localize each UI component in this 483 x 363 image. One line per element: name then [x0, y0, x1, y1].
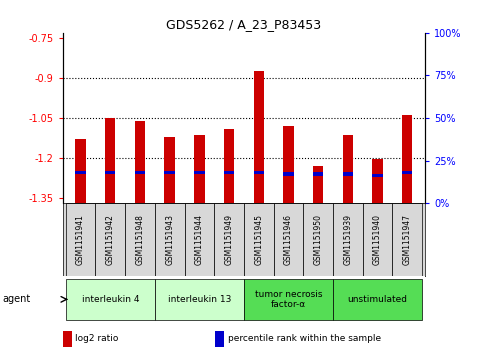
Bar: [135, 121, 145, 203]
Bar: [165, 137, 175, 203]
Text: GSM1151949: GSM1151949: [225, 215, 234, 265]
Text: GSM1151943: GSM1151943: [165, 215, 174, 265]
Bar: [214, 203, 244, 277]
Bar: [372, 159, 383, 203]
Bar: [244, 203, 273, 277]
Bar: [155, 203, 185, 277]
Bar: [66, 279, 155, 320]
Bar: [254, 171, 264, 174]
Bar: [254, 72, 264, 203]
Bar: [224, 129, 234, 203]
Text: GSM1151942: GSM1151942: [106, 215, 115, 265]
Text: GSM1151944: GSM1151944: [195, 215, 204, 265]
Bar: [215, 331, 224, 347]
Text: GSM1151940: GSM1151940: [373, 215, 382, 265]
Bar: [194, 135, 205, 203]
Bar: [363, 203, 392, 277]
Bar: [313, 172, 323, 176]
Bar: [333, 279, 422, 320]
Text: percentile rank within the sample: percentile rank within the sample: [227, 334, 381, 343]
Text: interleukin 4: interleukin 4: [82, 295, 139, 304]
Bar: [303, 203, 333, 277]
Title: GDS5262 / A_23_P83453: GDS5262 / A_23_P83453: [166, 19, 322, 32]
Bar: [155, 279, 244, 320]
Text: interleukin 13: interleukin 13: [168, 295, 231, 304]
Bar: [75, 139, 86, 203]
Bar: [105, 118, 115, 203]
Bar: [224, 171, 234, 174]
Bar: [194, 171, 205, 174]
Text: GSM1151945: GSM1151945: [254, 215, 263, 265]
Bar: [125, 203, 155, 277]
Text: agent: agent: [2, 294, 30, 305]
Text: GSM1151950: GSM1151950: [313, 215, 323, 265]
Bar: [372, 174, 383, 177]
Text: GSM1151939: GSM1151939: [343, 215, 352, 265]
Text: unstimulated: unstimulated: [348, 295, 408, 304]
Bar: [333, 203, 363, 277]
Bar: [402, 171, 412, 174]
Bar: [75, 171, 86, 174]
Bar: [342, 172, 353, 176]
Bar: [63, 331, 72, 347]
Bar: [165, 171, 175, 174]
Bar: [342, 135, 353, 203]
Bar: [313, 166, 323, 203]
Text: GSM1151941: GSM1151941: [76, 215, 85, 265]
Text: tumor necrosis
factor-α: tumor necrosis factor-α: [255, 290, 322, 309]
Bar: [66, 203, 96, 277]
Bar: [105, 171, 115, 174]
Bar: [402, 115, 412, 203]
Text: GSM1151948: GSM1151948: [136, 215, 144, 265]
Bar: [135, 171, 145, 174]
Bar: [392, 203, 422, 277]
Bar: [96, 203, 125, 277]
Bar: [244, 279, 333, 320]
Bar: [283, 172, 294, 176]
Bar: [273, 203, 303, 277]
Bar: [185, 203, 214, 277]
Text: log2 ratio: log2 ratio: [75, 334, 119, 343]
Bar: [283, 126, 294, 203]
Text: GSM1151946: GSM1151946: [284, 215, 293, 265]
Text: GSM1151947: GSM1151947: [403, 215, 412, 265]
